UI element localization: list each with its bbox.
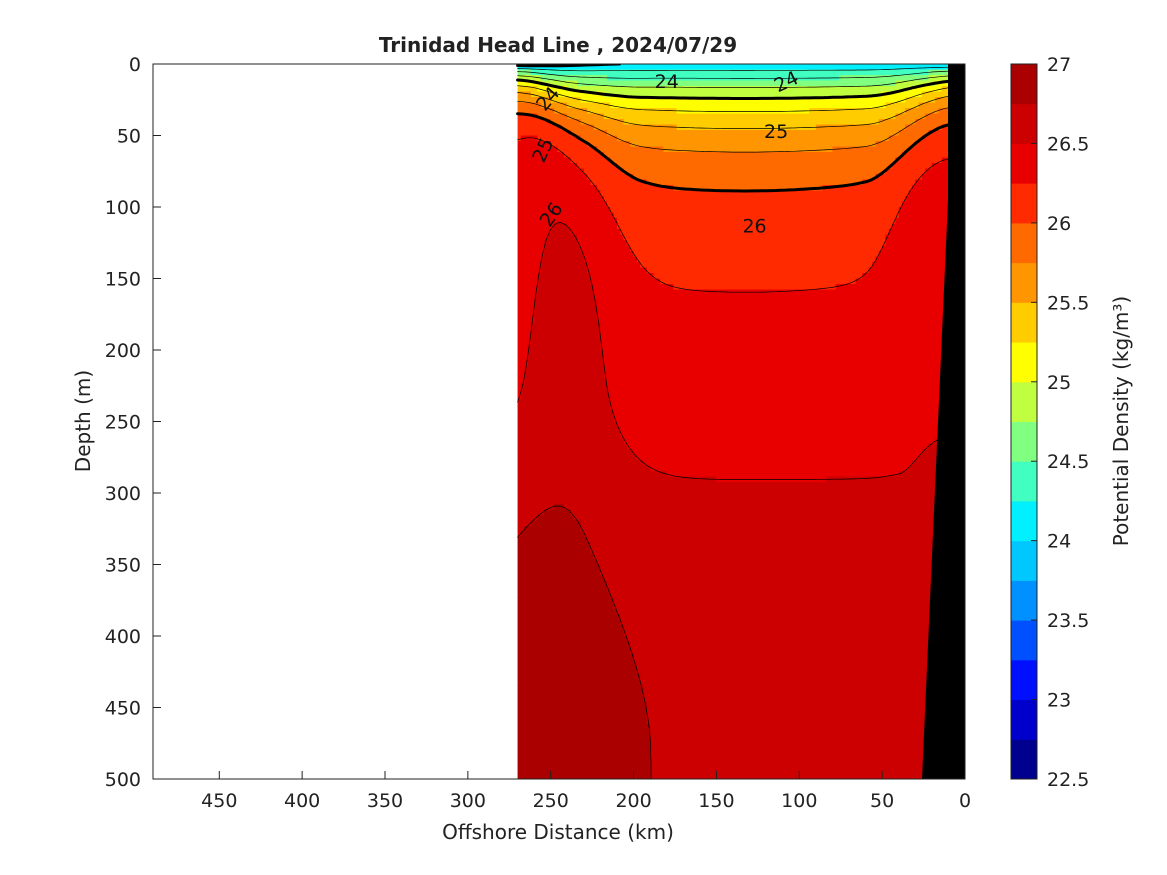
colorbar-bin bbox=[1011, 183, 1037, 224]
x-axis-title: Offshore Distance (km) bbox=[442, 820, 674, 844]
isoline bbox=[517, 137, 949, 293]
colorbar-tick-label: 26.5 bbox=[1047, 133, 1089, 155]
isoline bbox=[517, 92, 949, 129]
isoline bbox=[517, 75, 949, 88]
colorbar-tick-label: 26 bbox=[1047, 213, 1071, 235]
colorbar-bin bbox=[1011, 64, 1037, 105]
colorbar-bin bbox=[1011, 500, 1037, 542]
colorbar-bin bbox=[1011, 103, 1037, 144]
colorbar-bin bbox=[1011, 461, 1037, 502]
contour-lines bbox=[516, 64, 950, 779]
contour-label: 25 bbox=[764, 121, 788, 143]
colorbar-bin bbox=[1011, 302, 1037, 343]
isoline-labeled bbox=[516, 112, 950, 193]
colorbar-tick-label: 23 bbox=[1047, 690, 1071, 712]
isoline bbox=[517, 222, 949, 480]
colorbar-bin bbox=[1011, 659, 1037, 701]
colorbar-tick-label: 25.5 bbox=[1047, 292, 1089, 314]
y-tick-label: 100 bbox=[105, 197, 141, 219]
contour-label: 26 bbox=[742, 216, 766, 238]
sea-floor-mask bbox=[922, 64, 965, 779]
x-tick-label: 300 bbox=[450, 790, 486, 812]
colorbar-frame bbox=[1010, 63, 1038, 780]
colorbar-bin bbox=[1011, 262, 1037, 303]
colorbar-bin bbox=[1011, 739, 1037, 780]
chart-title: Trinidad Head Line , 2024/07/29 bbox=[379, 33, 737, 57]
y-axis: 0 50 100 150 200 250 300 350 400 450 500 bbox=[105, 54, 161, 791]
colorbar-bin bbox=[1011, 143, 1037, 184]
y-tick-label: 50 bbox=[117, 126, 141, 148]
x-tick-label: 50 bbox=[870, 790, 894, 812]
isoline bbox=[517, 100, 949, 153]
y-tick-label: 400 bbox=[105, 626, 141, 648]
x-tick-label: 200 bbox=[615, 790, 651, 812]
colorbar: 22.5 23 23.5 24 24.5 25 25.5 26 26.5 27 bbox=[1010, 54, 1089, 791]
x-tick-label: 150 bbox=[698, 790, 734, 812]
colorbar-bin bbox=[1011, 222, 1037, 264]
colorbar-bin bbox=[1011, 620, 1037, 661]
colorbar-bin bbox=[1011, 580, 1037, 621]
colorbar-bin bbox=[1011, 699, 1037, 740]
colorbar-title: Potential Density (kg/m³) bbox=[1109, 296, 1133, 547]
colorbar-tick-label: 27 bbox=[1047, 54, 1071, 76]
colorbar-tick-label: 22.5 bbox=[1047, 769, 1089, 791]
x-tick-label: 350 bbox=[367, 790, 403, 812]
y-axis-title: Depth (m) bbox=[71, 370, 95, 472]
isoline bbox=[517, 70, 949, 79]
colorbar-bin bbox=[1011, 342, 1037, 383]
y-tick-label: 250 bbox=[105, 412, 141, 434]
colorbar-tick-label: 24.5 bbox=[1047, 451, 1089, 473]
colorbar-tick-label: 23.5 bbox=[1047, 610, 1089, 632]
contour-label: 24 bbox=[655, 71, 679, 93]
x-tick-label: 100 bbox=[781, 790, 817, 812]
y-tick-label: 150 bbox=[105, 269, 141, 291]
isoline bbox=[517, 85, 949, 112]
y-tick-label: 350 bbox=[105, 555, 141, 577]
colorbar-bin bbox=[1011, 421, 1037, 462]
colorbar-tick-label: 24 bbox=[1047, 531, 1071, 553]
density-field bbox=[517, 64, 950, 779]
x-tick-label: 0 bbox=[959, 790, 971, 812]
colorbar-bin bbox=[1011, 381, 1037, 422]
isoline-labeled bbox=[516, 78, 950, 100]
y-tick-label: 200 bbox=[105, 340, 141, 362]
colorbar-tick-label: 25 bbox=[1047, 372, 1071, 394]
isoline bbox=[517, 66, 949, 72]
y-tick-label: 450 bbox=[105, 698, 141, 720]
x-tick-label: 450 bbox=[201, 790, 237, 812]
x-tick-label: 400 bbox=[284, 790, 320, 812]
x-tick-label: 250 bbox=[533, 790, 569, 812]
y-tick-label: 500 bbox=[105, 769, 141, 791]
y-tick-label: 300 bbox=[105, 483, 141, 505]
y-tick-label: 0 bbox=[129, 54, 141, 76]
x-axis: 450 400 350 300 250 200 150 100 50 0 bbox=[201, 771, 971, 812]
colorbar-bin bbox=[1011, 540, 1037, 581]
